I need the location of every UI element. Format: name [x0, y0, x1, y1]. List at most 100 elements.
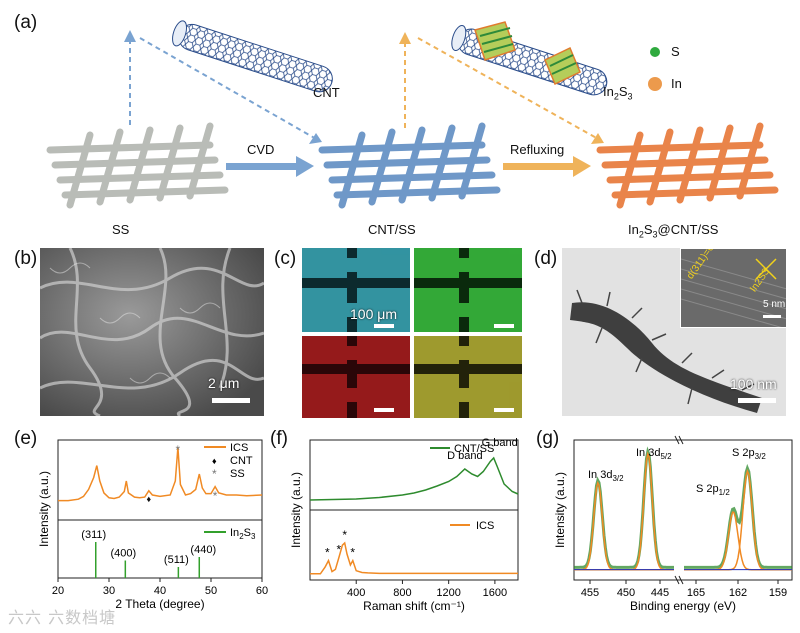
- panel-a-label: (a): [14, 12, 38, 33]
- panel-f-label: (f): [270, 428, 288, 449]
- xrd-stick-label: (400): [110, 548, 136, 560]
- eds-scale-bar-1: [374, 324, 394, 328]
- ics-tube-illustration: [451, 25, 608, 96]
- panel-a-schematic: [46, 20, 779, 209]
- raman-peak-star: *: [325, 546, 330, 560]
- xrd-peak-marker: *: [176, 443, 181, 457]
- xps-peak-label: In 3d3/2: [588, 469, 624, 483]
- tem-image: d(311)=0.324 nm In2S3 5 nm 100 nm: [562, 248, 786, 416]
- xps-axis-break: [674, 435, 680, 445]
- tem-scale-bar: [738, 398, 776, 403]
- xps-component-peak: [574, 480, 674, 571]
- xps-plot-frame: [573, 439, 793, 581]
- xps-x-tick-label: 445: [651, 587, 669, 599]
- raman-d-band-label: D band: [447, 450, 482, 462]
- inset-scale-label: 5 nm: [763, 299, 786, 310]
- sem-image: 2 μm: [40, 248, 264, 416]
- s-atom-icon: [650, 47, 660, 57]
- xrd-legend-in2s3: In2S3: [230, 527, 256, 541]
- raman-peak-star: *: [337, 543, 342, 557]
- raman-x-tick-label: 800: [393, 587, 411, 599]
- dashed-arrow-diag-1: [139, 37, 319, 141]
- eds-map-4: [414, 336, 522, 418]
- raman-peak-star: *: [342, 528, 347, 542]
- xrd-x-tick-label: 20: [52, 585, 64, 597]
- xrd-peak-marker: *: [213, 489, 218, 503]
- raman-ics-line: [310, 541, 518, 575]
- xps-peak-label: S 2p1/2: [696, 483, 730, 497]
- xps-y-axis-label: Intensity (a.u.): [553, 472, 567, 548]
- tem-scale-label: 100 nm: [730, 376, 777, 392]
- xrd-stick-label: (440): [190, 544, 216, 556]
- xrd-x-axis-label: 2 Theta (degree): [115, 597, 204, 611]
- raman-g-band-label: G band: [482, 437, 518, 449]
- panel-e-label: (e): [14, 428, 38, 449]
- xrd-legend-ics: ICS: [230, 442, 248, 454]
- xps-chart: 455 450 445 165 162 159 In 3d3/2 In 3d5/2 S 2p1/…: [553, 435, 793, 613]
- xrd-x-tick-label: 50: [205, 585, 217, 597]
- xps-peak-label: In 3d5/2: [636, 447, 672, 461]
- xrd-stick-label: (311): [81, 529, 106, 541]
- legend-s-label: S: [671, 44, 680, 59]
- eds-map-1: 100 μm: [302, 248, 410, 332]
- raman-cnt-ss-line: [309, 456, 519, 501]
- xps-peak-label: S 2p3/2: [732, 447, 766, 461]
- xps-axis-break: [678, 575, 684, 585]
- xrd-chart: (311)(400)(511)(440)♦**ICS♦ CNT* SSIn2S320…: [37, 439, 268, 611]
- in2s3-sheet-1: [474, 21, 516, 61]
- cnt-ss-label: CNT/SS: [368, 222, 416, 237]
- cnt-tube-illustration: [172, 20, 333, 93]
- eds-scale-bar-3: [374, 408, 394, 412]
- ss-label: SS: [112, 222, 130, 237]
- in-atom-icon: [648, 77, 662, 91]
- eds-scale-bar-4: [494, 408, 514, 412]
- xrd-x-tick-label: 40: [154, 585, 166, 597]
- raman-x-axis-label: Raman shift (cm⁻¹): [363, 599, 465, 613]
- xrd-legend-ss: SS: [230, 468, 245, 480]
- in2s3-label: In2S3: [603, 84, 633, 102]
- eds-map-3: [302, 336, 410, 418]
- raman-x-tick-label: 400: [347, 587, 365, 599]
- xps-axis-break: [678, 435, 684, 445]
- xps-x-tick-label: 162: [729, 587, 747, 599]
- panel-b-label: (b): [14, 248, 38, 269]
- xps-x-axis-label: Binding energy (eV): [630, 599, 736, 613]
- sem-scale-bar: [212, 398, 250, 403]
- cvd-step-label: CVD: [247, 142, 275, 157]
- ics-mesh-illustration: [596, 122, 779, 209]
- hrtem-inset: d(311)=0.324 nm In2S3 5 nm: [680, 248, 786, 328]
- xrd-peak-marker: ♦: [146, 494, 151, 504]
- refluxing-step-label: Refluxing: [510, 142, 565, 157]
- xps-axis-break: [674, 575, 680, 585]
- eds-scale-label: 100 μm: [350, 306, 397, 322]
- inset-scale-bar: [763, 315, 781, 318]
- eds-map-2: [414, 248, 522, 332]
- xrd-ics-line: [58, 447, 263, 502]
- cnt-label: CNT: [313, 85, 340, 100]
- xrd-stick-label: (511): [164, 554, 189, 566]
- raman-legend-cnt-ss: CNT/SS: [454, 443, 494, 455]
- xps-x-tick-label: 455: [581, 587, 599, 599]
- raman-x-tick-label: 1600: [483, 587, 507, 599]
- in2s3-sheet-2: [544, 46, 581, 86]
- xrd-x-tick-label: 60: [256, 585, 268, 597]
- eds-scale-bar-2: [494, 324, 514, 328]
- ics-label: In2S3@CNT/SS: [628, 222, 719, 240]
- cvd-arrow: [226, 163, 298, 170]
- xps-x-tick-label: 450: [617, 587, 635, 599]
- xrd-x-tick-label: 30: [103, 585, 115, 597]
- panel-g-label: (g): [536, 428, 560, 449]
- raman-x-tick-label: 1200: [436, 587, 460, 599]
- xps-x-tick-label: 165: [687, 587, 705, 599]
- xrd-legend-cnt: CNT: [230, 455, 253, 467]
- cnt-ss-mesh-illustration: [318, 122, 501, 209]
- sem-scale-label: 2 μm: [208, 375, 240, 391]
- panel-c-label: (c): [274, 248, 297, 269]
- raman-peak-star: *: [350, 546, 355, 560]
- xps-envelope-line: [684, 463, 792, 569]
- xrd-y-axis-label: Intensity (a.u.): [37, 471, 51, 547]
- panel-d-label: (d): [534, 248, 558, 269]
- dashed-arrow-diag-2: [417, 37, 601, 141]
- watermark: 六六 六数档塘: [8, 608, 117, 627]
